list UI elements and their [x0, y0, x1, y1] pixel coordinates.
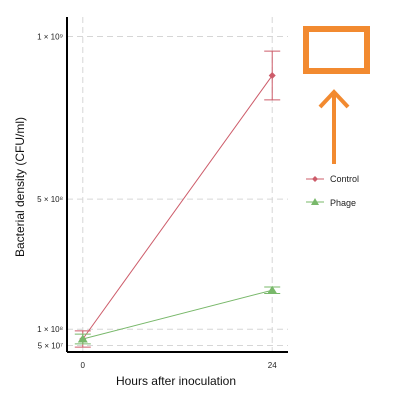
grid [67, 17, 288, 352]
y-tick-label-2: 5 × 10⁸ [37, 195, 63, 204]
series-layer [74, 50, 281, 348]
data-point-control-1 [268, 72, 276, 80]
y-tick-label-1: 1 × 10⁸ [37, 325, 63, 334]
series-line-phage [82, 289, 273, 340]
y-axis-title: Bacterial density (CFU/ml) [13, 117, 27, 257]
legend-label-control: Control [330, 174, 359, 184]
legend-label-phage: Phage [330, 198, 356, 208]
arrow-head [318, 89, 350, 109]
y-tick-label-0: 5 × 10⁷ [38, 341, 63, 350]
series-line-control [82, 75, 273, 340]
legend: Control Phage [306, 174, 359, 208]
annotation [303, 26, 370, 164]
x-tick-label-0: 0 [81, 361, 86, 370]
axes: 5 × 10⁷ 1 × 10⁸ 5 × 10⁸ 1 × 10⁹ 0 24 [37, 17, 288, 370]
legend-marker-control [312, 176, 318, 182]
y-tick-label-3: 1 × 10⁹ [37, 33, 63, 42]
legend-marker-phage [311, 198, 319, 205]
data-point-phage-1 [267, 285, 278, 294]
x-axis-title: Hours after inoculation [116, 374, 236, 388]
data-point-phage-0 [77, 334, 88, 343]
x-tick-label-1: 24 [268, 361, 277, 370]
highlight-rectangle [303, 26, 370, 74]
